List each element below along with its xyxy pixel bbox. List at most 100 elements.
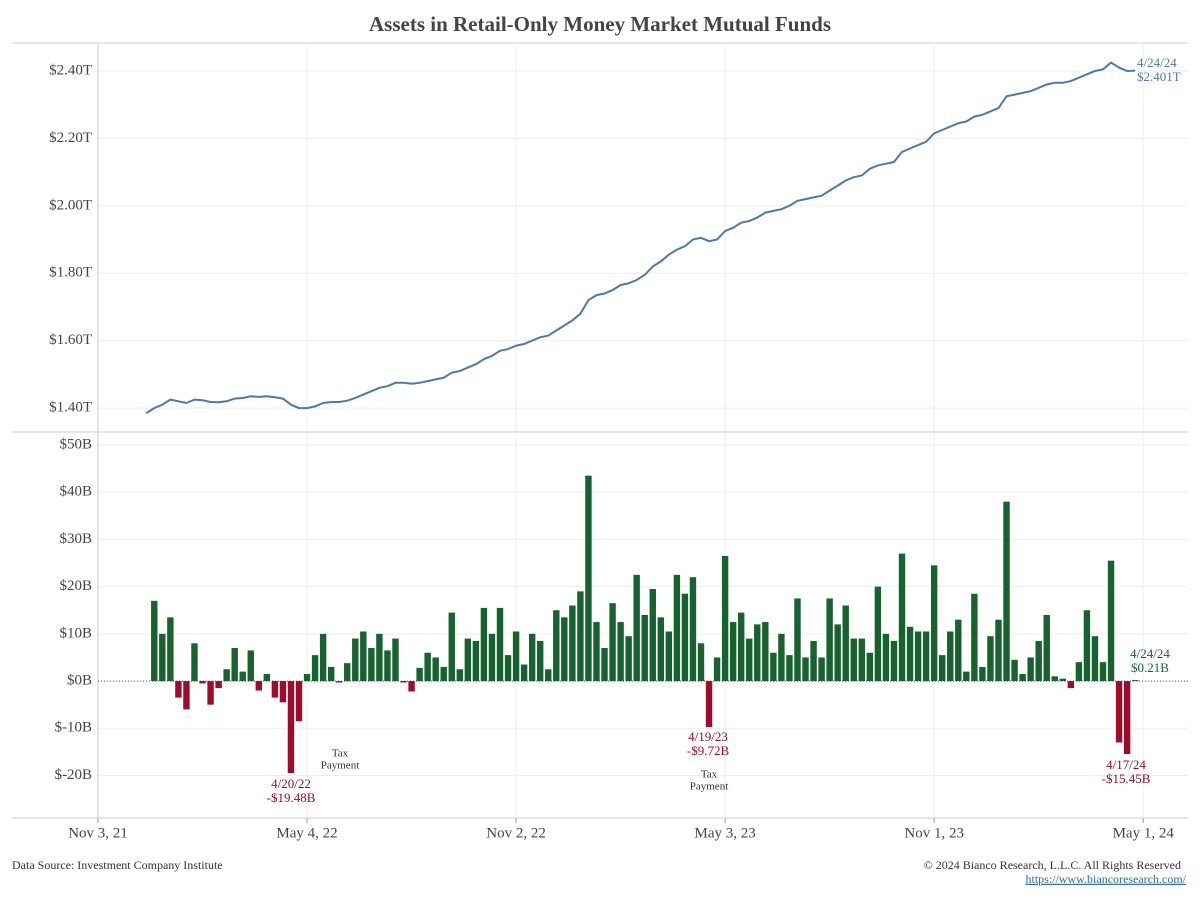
bar bbox=[914, 631, 922, 682]
y-tick-label: $1.80T bbox=[49, 265, 92, 281]
y-tick-label: $1.60T bbox=[49, 332, 92, 348]
bar bbox=[979, 666, 986, 682]
bar bbox=[183, 681, 190, 710]
bar bbox=[199, 681, 206, 684]
bar bbox=[963, 671, 970, 682]
bar bbox=[987, 636, 994, 682]
bar bbox=[697, 643, 705, 682]
annotation: Payment bbox=[321, 760, 360, 772]
bar bbox=[448, 612, 455, 682]
bar bbox=[376, 633, 383, 682]
bar bbox=[625, 636, 632, 682]
bar bbox=[231, 648, 238, 682]
bar bbox=[834, 624, 841, 682]
bar bbox=[1067, 681, 1075, 689]
chart-title: Assets in Retail-Only Money Market Mutua… bbox=[369, 12, 831, 36]
bar bbox=[151, 600, 158, 682]
bar bbox=[311, 655, 319, 682]
annotation: 4/24/24 bbox=[1130, 646, 1170, 661]
y-tick-label: $-20B bbox=[55, 767, 93, 783]
bar bbox=[271, 681, 279, 698]
bar bbox=[850, 638, 857, 682]
bar bbox=[617, 622, 624, 682]
bar bbox=[1027, 657, 1034, 682]
data-line bbox=[145, 61, 1136, 414]
bar bbox=[303, 673, 311, 682]
bar bbox=[890, 640, 898, 682]
source-url[interactable]: https://www.biancoresearch.com/ bbox=[1025, 872, 1186, 886]
annotation: 4/17/24 bbox=[1106, 757, 1146, 772]
bar bbox=[360, 631, 367, 682]
bar bbox=[472, 640, 480, 682]
y-tick-label: $30B bbox=[59, 531, 92, 547]
bar bbox=[729, 622, 737, 682]
bar bbox=[810, 640, 817, 682]
bar bbox=[874, 586, 882, 682]
bar bbox=[906, 626, 914, 682]
bar bbox=[424, 652, 431, 682]
bar bbox=[947, 631, 954, 682]
bar bbox=[858, 638, 866, 682]
bar bbox=[561, 617, 568, 682]
bar bbox=[384, 650, 391, 682]
bar bbox=[762, 622, 769, 682]
copyright: © 2024 Bianco Research, L.L.C. All Right… bbox=[924, 858, 1181, 872]
bar bbox=[842, 605, 849, 682]
bar bbox=[537, 640, 544, 682]
bar bbox=[1059, 678, 1067, 682]
bar bbox=[770, 652, 777, 682]
bar bbox=[971, 593, 978, 682]
bar bbox=[464, 638, 472, 682]
bar bbox=[649, 588, 656, 682]
bar bbox=[738, 612, 745, 682]
annotation: -$9.72B bbox=[687, 743, 730, 758]
x-tick-label: May 1, 24 bbox=[1113, 825, 1175, 841]
y-tick-label: $20B bbox=[59, 578, 92, 594]
bar bbox=[569, 605, 576, 682]
y-tick-label: $1.40T bbox=[49, 400, 92, 416]
bar bbox=[826, 598, 833, 682]
bar bbox=[392, 638, 399, 682]
bar bbox=[665, 631, 673, 682]
bar bbox=[754, 624, 761, 682]
bar bbox=[520, 664, 528, 682]
bar bbox=[408, 681, 415, 692]
bar bbox=[794, 598, 801, 682]
bar bbox=[295, 681, 303, 722]
y-tick-label: $10B bbox=[59, 625, 92, 641]
bar bbox=[553, 610, 560, 682]
bar bbox=[601, 648, 608, 682]
bar bbox=[778, 633, 785, 682]
bar bbox=[1019, 673, 1026, 682]
annotation: Tax bbox=[701, 769, 718, 781]
bar bbox=[279, 681, 287, 703]
bar bbox=[713, 657, 721, 682]
bar bbox=[167, 617, 174, 682]
bar bbox=[705, 681, 713, 727]
bar bbox=[512, 631, 520, 682]
bar bbox=[528, 633, 536, 682]
bar bbox=[577, 591, 584, 682]
bar bbox=[400, 681, 407, 683]
bar bbox=[336, 681, 343, 683]
bar bbox=[1035, 640, 1042, 682]
annotation: $0.21B bbox=[1131, 660, 1169, 675]
bar bbox=[496, 607, 504, 682]
data-source: Data Source: Investment Company Institut… bbox=[12, 858, 223, 872]
bar bbox=[239, 671, 246, 682]
x-tick-label: Nov 2, 22 bbox=[486, 825, 546, 841]
bar bbox=[802, 657, 809, 682]
bar bbox=[866, 652, 874, 682]
x-tick-label: Nov 1, 23 bbox=[904, 825, 964, 841]
bar bbox=[1083, 610, 1091, 682]
bar bbox=[721, 555, 729, 682]
bar bbox=[898, 553, 906, 682]
bar bbox=[955, 619, 962, 682]
bar bbox=[609, 603, 616, 682]
bar bbox=[922, 631, 930, 682]
bar bbox=[1115, 681, 1123, 743]
x-tick-label: May 3, 23 bbox=[694, 825, 755, 841]
bar bbox=[681, 593, 689, 682]
bar bbox=[786, 655, 793, 682]
